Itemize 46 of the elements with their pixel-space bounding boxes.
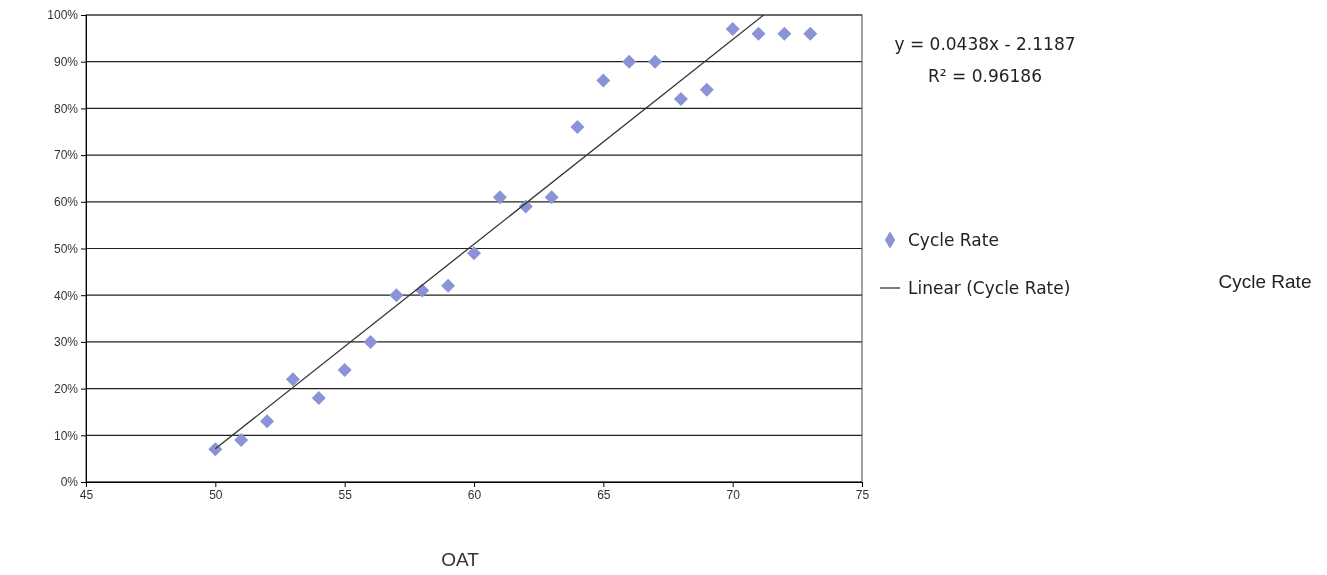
point xyxy=(673,92,688,107)
x-tick-label: 45 xyxy=(79,487,94,502)
point xyxy=(260,414,275,429)
point xyxy=(725,22,740,37)
x-axis-title: OAT xyxy=(441,549,480,570)
x-tick-label: 50 xyxy=(209,487,223,502)
point xyxy=(570,120,585,135)
point xyxy=(234,432,249,447)
x-tick-label: 75 xyxy=(855,487,870,502)
x-tick-label: 70 xyxy=(726,487,741,502)
y-tick-label: 80% xyxy=(53,101,79,116)
y-tick-label: 70% xyxy=(53,148,79,163)
y-tick-label: 30% xyxy=(53,335,79,350)
x-tick-label: 65 xyxy=(597,487,611,502)
text: Cycle Rate xyxy=(1218,271,1312,292)
point xyxy=(208,442,223,457)
point xyxy=(337,362,352,377)
point xyxy=(751,26,766,41)
y-tick-label: 40% xyxy=(53,288,79,303)
point xyxy=(777,26,792,41)
point xyxy=(441,278,456,293)
y-tick-label: 60% xyxy=(53,195,79,210)
y-tick-label: 0% xyxy=(60,475,79,490)
text: y = 0.0438x - 2.1187 xyxy=(894,34,1076,54)
point xyxy=(311,390,326,405)
point xyxy=(699,82,714,97)
text: R² = 0.96186 xyxy=(928,66,1042,86)
point xyxy=(389,288,404,303)
x-tick-label: 60 xyxy=(467,487,482,502)
legend-label: Cycle Rate xyxy=(908,230,999,250)
point xyxy=(492,190,507,205)
y-tick-label: 50% xyxy=(53,241,79,256)
x-tick-label: 55 xyxy=(338,487,353,502)
point xyxy=(363,334,378,349)
point xyxy=(622,54,637,69)
point xyxy=(285,372,300,387)
y-tick-label: 10% xyxy=(53,428,79,443)
y-tick-label: 20% xyxy=(53,381,79,396)
y-tick-label: 100% xyxy=(47,8,79,23)
point xyxy=(803,26,818,41)
point xyxy=(467,246,481,261)
point xyxy=(596,73,611,88)
point xyxy=(544,190,559,205)
legend-label: Linear (Cycle Rate) xyxy=(908,278,1071,298)
point xyxy=(648,54,663,69)
y-tick-label: 90% xyxy=(53,55,79,70)
